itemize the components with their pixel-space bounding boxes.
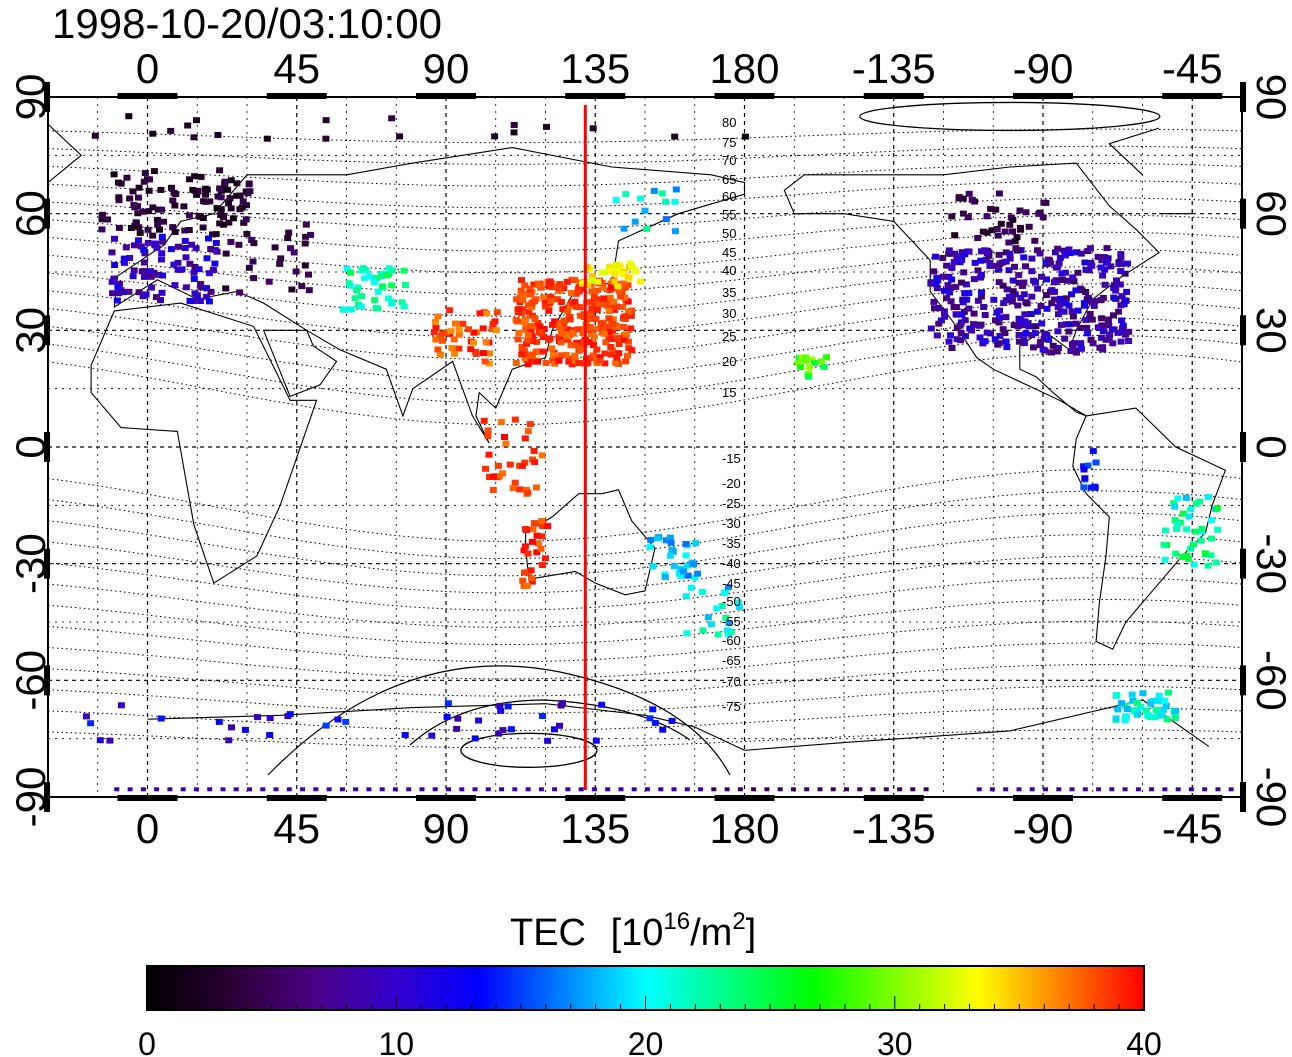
- left-lat-label: -60: [7, 650, 54, 711]
- contour-label: 20: [722, 354, 736, 369]
- contour-label: 60: [722, 189, 736, 204]
- tec-observation-cells: [82, 113, 1234, 792]
- magnetic-latitude-contours: [47, 101, 1243, 776]
- right-lat-label: 90: [1248, 74, 1292, 121]
- colorbar-title: TEC [1016/m2]: [510, 908, 756, 954]
- left-lat-label: -30: [7, 533, 54, 594]
- bottom-lon-label: 90: [423, 805, 470, 852]
- contour-label: 80: [722, 115, 736, 130]
- left-lat-label: 60: [7, 190, 54, 237]
- contour-label: -75: [722, 699, 741, 714]
- contour-label: 50: [722, 226, 736, 241]
- left-lat-label: 0: [7, 435, 54, 458]
- contour-label: -30: [722, 516, 741, 531]
- colorbar-ticks: [171, 996, 1120, 1010]
- right-lat-label: -30: [1248, 533, 1292, 594]
- contour-label: 40: [722, 263, 736, 278]
- contour-label: 45: [722, 245, 736, 260]
- contour-labels: 80 75 70 65 60 55 50 45 40 35 30 25 20 15 -15 -20 -25 -30…: [722, 115, 741, 714]
- left-latitude-labels: 90 60 30 0 -30 -60 -90: [7, 74, 54, 828]
- contour-label: 25: [722, 329, 736, 344]
- right-lat-label: -60: [1248, 650, 1292, 711]
- top-lon-label: -45: [1162, 45, 1223, 92]
- contour-label: 15: [722, 385, 736, 400]
- colorbar-tick-label: 10: [378, 1026, 414, 1057]
- contour-label: 70: [722, 153, 736, 168]
- top-lon-label: 180: [709, 45, 779, 92]
- coastlines: [47, 123, 1227, 751]
- right-lat-label: 60: [1248, 190, 1292, 237]
- contour-label: -15: [722, 451, 741, 466]
- left-lat-label: -90: [7, 767, 54, 828]
- contour-label: 35: [722, 285, 736, 300]
- colorbar-tick-label: 0: [138, 1026, 156, 1057]
- timestamp-title: 1998-10-20/03:10:00: [52, 0, 442, 47]
- bottom-lon-label: -135: [852, 805, 936, 852]
- contour-label: -20: [722, 476, 741, 491]
- top-lon-label: -90: [1013, 45, 1074, 92]
- contour-label: -40: [722, 556, 741, 571]
- colorbar-tick-label: 40: [1126, 1026, 1162, 1057]
- bottom-longitude-labels: 0 45 90 135 180 -135 -90 -45: [136, 805, 1223, 852]
- top-lon-label: 90: [423, 45, 470, 92]
- left-lat-label: 90: [7, 74, 54, 121]
- right-lat-label: 30: [1248, 307, 1292, 354]
- right-lat-label: -90: [1248, 767, 1292, 828]
- top-lon-label: 0: [136, 45, 159, 92]
- left-lat-label: 30: [7, 307, 54, 354]
- colorbar-tick-label: 30: [877, 1026, 913, 1057]
- top-lon-label: -135: [852, 45, 936, 92]
- top-lon-label: 135: [560, 45, 630, 92]
- contour-label: -25: [722, 496, 741, 511]
- contour-label: 65: [722, 172, 736, 187]
- bottom-lon-label: 0: [136, 805, 159, 852]
- colorbar-tick-labels: 0 10 20 30 40: [138, 1026, 1162, 1057]
- contour-label: -65: [722, 653, 741, 668]
- top-longitude-labels: 0 45 90 135 180 -135 -90 -45: [136, 45, 1223, 92]
- bottom-lon-label: 180: [709, 805, 779, 852]
- contour-label: -60: [722, 633, 741, 648]
- colorbar-tick-label: 20: [628, 1026, 664, 1057]
- contour-label: -35: [722, 536, 741, 551]
- bottom-lon-label: -90: [1013, 805, 1074, 852]
- bottom-lon-label: -45: [1162, 805, 1223, 852]
- right-lat-label: 0: [1248, 435, 1292, 458]
- right-latitude-labels: 90 60 30 0 -30 -60 -90: [1248, 74, 1292, 828]
- contour-label: 55: [722, 207, 736, 222]
- contour-label: 75: [722, 135, 736, 150]
- contour-label: -55: [722, 614, 741, 629]
- bottom-lon-label: 135: [560, 805, 630, 852]
- frame-ticks: [44, 82, 1246, 812]
- contour-label: 30: [722, 306, 736, 321]
- contour-label: -50: [722, 594, 741, 609]
- contour-label: -70: [722, 674, 741, 689]
- contour-label: -45: [722, 576, 741, 591]
- top-lon-label: 45: [273, 45, 320, 92]
- bottom-lon-label: 45: [273, 805, 320, 852]
